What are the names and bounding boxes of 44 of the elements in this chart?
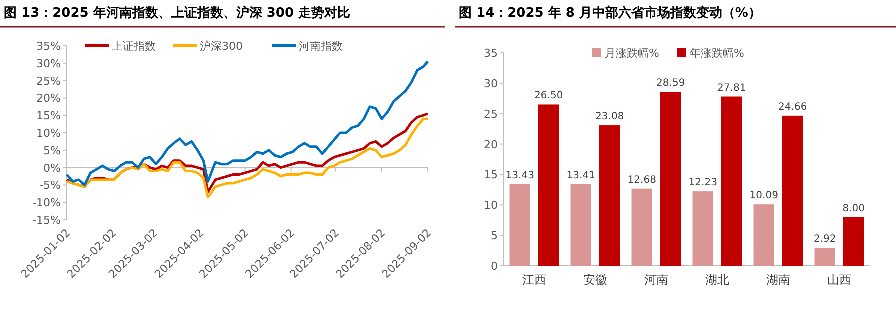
y-tick-label: -10% [32,196,61,210]
y-tick-label: 10% [36,127,61,140]
y-tick-label: 30% [36,57,61,70]
data-label: 24.66 [778,102,808,113]
y-tick-label: 15% [36,110,61,123]
legend-label: 年涨跌幅% [690,47,744,60]
y-tick-label: -15% [32,214,61,227]
data-label: 26.50 [534,90,564,102]
y-tick-label: -5% [40,179,61,192]
y-tick-label: 35 [484,47,498,60]
data-label: 8.00 [842,203,866,214]
y-tick-label: 25 [484,108,498,121]
y-tick-label: 5 [491,230,498,243]
x-tick-label: 湖北 [706,273,730,287]
x-tick-label: 河南 [644,273,668,287]
data-label: 28.59 [656,78,686,90]
data-label: 13.43 [506,170,534,182]
y-tick-label: 5% [44,144,61,158]
y-tick-label: 10 [484,199,498,212]
chart-title: 图 13：2025 年河南指数、上证指数、沪深 300 走势对比 [4,5,351,21]
y-tick-label: 0% [44,162,61,175]
x-tick-label: 安徽 [584,273,608,287]
x-tick-label: 江西 [522,273,546,287]
y-tick-label: 20 [484,138,498,152]
y-tick-label: 0 [491,260,498,273]
legend-label: 上证指数 [112,40,156,53]
data-label: 23.08 [596,112,624,123]
legend-label: 沪深300 [200,40,243,53]
data-label: 12.23 [688,178,718,189]
data-label: 10.09 [750,190,778,202]
y-tick-label: 15 [484,168,498,182]
data-label: 2.92 [814,234,836,246]
y-tick-label: 20% [36,92,61,106]
y-tick-label: 35% [36,40,61,53]
legend-label: 月涨跌幅% [605,47,660,60]
data-label: 12.68 [628,174,656,186]
y-tick-label: 30 [484,77,498,90]
legend-label: 河南指数 [299,40,343,53]
y-tick-label: 25% [36,74,61,88]
data-label: 27.81 [718,82,746,94]
data-label: 13.41 [566,170,596,182]
chart-title: 图 14：2025 年 8 月中部六省市场指数变动（%） [459,5,762,21]
x-tick-label: 山西 [828,273,852,287]
x-tick-label: 湖南 [766,273,790,287]
